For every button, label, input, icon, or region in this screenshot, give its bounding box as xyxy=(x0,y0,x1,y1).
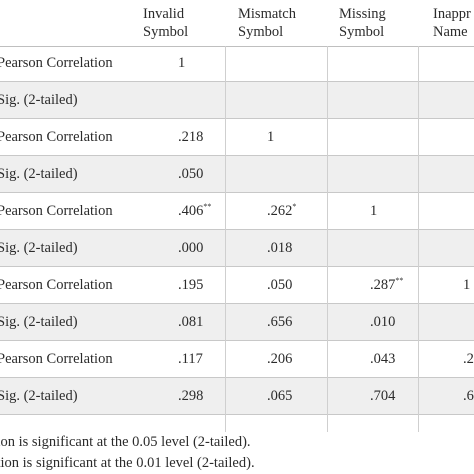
cell-value: .298 xyxy=(178,388,204,404)
row-label: Pearson Correlation xyxy=(0,277,113,293)
cell-value: .206 xyxy=(267,351,293,367)
header-mismatch-symbol: Mismatch Symbol xyxy=(238,6,296,40)
table-cell: .018 xyxy=(267,230,292,266)
table-row: Pearson Correlation .218 1 xyxy=(0,119,474,156)
footnote-01: lation is significant at the 0.01 level … xyxy=(0,455,255,471)
cell-value: .704 xyxy=(370,388,396,404)
row-label: Sig. (2-tailed) xyxy=(0,388,78,404)
cell-value: .050 xyxy=(178,166,204,182)
row-label: Pearson Correlation xyxy=(0,203,113,219)
table-row: Pearson Correlation .195 .050 .287** 1 xyxy=(0,267,474,304)
table-row: Sig. (2-tailed) .081 .656 .010 xyxy=(0,304,474,341)
table-row: Sig. (2-tailed) xyxy=(0,82,474,119)
cell-value: 1 xyxy=(178,55,186,71)
cell-value: .000 xyxy=(178,240,204,256)
table-cell: 1 xyxy=(463,267,470,303)
table-cell: .262* xyxy=(267,193,296,229)
column-divider xyxy=(225,46,226,432)
cell-value: .010 xyxy=(370,314,396,330)
table-cell: .065 xyxy=(267,378,292,414)
cell-value: .287 xyxy=(370,277,396,293)
cell-value: .656 xyxy=(267,314,293,330)
table-cell: 1 xyxy=(370,193,377,229)
footnote-05: ation is significant at the 0.05 level (… xyxy=(0,434,251,450)
cell-value: .2 xyxy=(463,351,474,367)
table-cell: .287** xyxy=(370,267,403,303)
significance-marker: ** xyxy=(395,276,404,286)
row-label: Sig. (2-tailed) xyxy=(0,92,78,108)
table-row: Pearson Correlation .406** .262* 1 xyxy=(0,193,474,230)
row-label: Sig. (2-tailed) xyxy=(0,240,78,256)
cell-value: .050 xyxy=(267,277,293,293)
significance-marker: ** xyxy=(203,202,212,212)
cell-value: .406 xyxy=(178,203,204,219)
cell-value: 1 xyxy=(463,277,471,293)
cell-value: .117 xyxy=(178,351,203,367)
table-cell: .081 xyxy=(178,304,203,340)
table-cell: .6 xyxy=(463,378,474,414)
table-cell: .298 xyxy=(178,378,203,414)
table-cell: 1 xyxy=(178,45,185,81)
cell-value: .065 xyxy=(267,388,293,404)
header-invalid-symbol: Invalid Symbol xyxy=(143,6,189,40)
cell-value: 1 xyxy=(370,203,378,219)
table-row: Pearson Correlation .117 .206 .043 .2 xyxy=(0,341,474,378)
table-cell: .656 xyxy=(267,304,292,340)
cell-value: .6 xyxy=(463,388,474,404)
table-row: Sig. (2-tailed) .050 xyxy=(0,156,474,193)
table-header: Invalid Symbol Mismatch Symbol Missing S… xyxy=(0,0,474,47)
cell-value: .043 xyxy=(370,351,396,367)
header-missing-symbol: Missing Symbol xyxy=(339,6,386,40)
table-row: Sig. (2-tailed) .000 .018 xyxy=(0,230,474,267)
row-label: Pearson Correlation xyxy=(0,351,113,367)
cell-value: .195 xyxy=(178,277,204,293)
header-inappropriate-name: Inappr Name xyxy=(433,6,471,40)
column-divider xyxy=(327,46,328,432)
significance-marker: * xyxy=(292,202,297,212)
row-label: Pearson Correlation xyxy=(0,55,113,71)
cell-value: 1 xyxy=(267,129,275,145)
table-cell: .000 xyxy=(178,230,203,266)
table-cell: .195 xyxy=(178,267,203,303)
table-cell: .050 xyxy=(178,156,203,192)
table-cell: .206 xyxy=(267,341,292,377)
column-divider xyxy=(418,46,419,432)
cell-value: .262 xyxy=(267,203,293,219)
cell-value: .018 xyxy=(267,240,293,256)
table-cell: .406** xyxy=(178,193,211,229)
table-row: Sig. (2-tailed) .298 .065 .704 .6 xyxy=(0,378,474,415)
table-cell: .2 xyxy=(463,341,474,377)
row-label: Sig. (2-tailed) xyxy=(0,166,78,182)
table-row: Pearson Correlation 1 xyxy=(0,45,474,82)
row-label: Pearson Correlation xyxy=(0,129,113,145)
table-cell: .218 xyxy=(178,119,203,155)
table-cell: .050 xyxy=(267,267,292,303)
cell-value: .081 xyxy=(178,314,204,330)
table-cell: .043 xyxy=(370,341,395,377)
row-label: Sig. (2-tailed) xyxy=(0,314,78,330)
cell-value: .218 xyxy=(178,129,204,145)
table-cell: .117 xyxy=(178,341,203,377)
table-cell: .010 xyxy=(370,304,395,340)
table-cell: .704 xyxy=(370,378,395,414)
table-cell: 1 xyxy=(267,119,274,155)
